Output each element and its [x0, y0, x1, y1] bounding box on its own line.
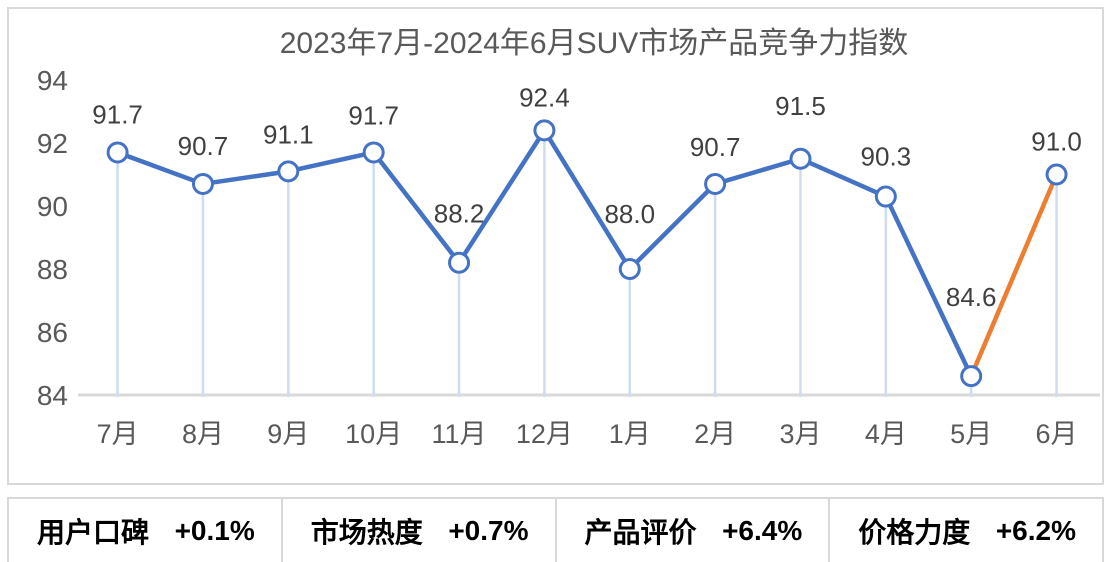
- stat-value: +6.2%: [995, 515, 1076, 546]
- line-segment: [627, 181, 718, 272]
- data-point-marker: [704, 172, 727, 195]
- stat-label: 用户口碑: [37, 517, 150, 548]
- stat-item-product-rating: 产品评价 +6.4%: [554, 499, 829, 562]
- y-axis-tick-label: 88: [37, 254, 68, 285]
- line-segment: [371, 150, 462, 265]
- data-label: 90.7: [690, 132, 741, 162]
- stat-label: 市场热度: [310, 517, 423, 548]
- x-axis-tick-label: 11月: [432, 419, 487, 449]
- stat-label: 价格力度: [858, 517, 971, 548]
- line-segment: [712, 156, 803, 187]
- line-segment: [798, 156, 889, 199]
- y-axis-tick-label: 86: [37, 317, 68, 348]
- x-axis-tick-label: 9月: [267, 419, 309, 449]
- data-label: 90.3: [861, 142, 912, 172]
- data-label: 91.7: [92, 99, 143, 129]
- y-axis-tick-label: 94: [37, 65, 68, 96]
- line-segment: [968, 172, 1059, 379]
- x-axis-tick-label: 4月: [865, 419, 907, 449]
- data-point-marker: [874, 185, 897, 208]
- data-label: 91.1: [263, 119, 314, 149]
- data-label: 91.5: [775, 91, 826, 121]
- data-point-marker: [618, 258, 641, 280]
- stat-item-market-heat: 市场热度 +0.7%: [280, 499, 555, 562]
- line-chart: 84 86 88 90 92 94 7月 8月 9月 10月 11月 12月 1月 2月 3月 4月 5月 6月 9…: [37, 65, 1100, 449]
- y-axis-tick-label: 84: [37, 380, 68, 411]
- data-point-marker: [960, 365, 983, 388]
- x-axis-tick-label: 3月: [779, 419, 821, 449]
- stat-label: 产品评价: [584, 517, 697, 548]
- data-point-marker: [277, 160, 300, 183]
- data-point-marker: [362, 141, 385, 164]
- stat-value: +0.7%: [448, 515, 529, 546]
- x-axis-tick-label: 6月: [1036, 419, 1078, 449]
- stat-value: +0.1%: [174, 515, 255, 546]
- data-point-marker: [106, 141, 129, 164]
- stats-bar: 用户口碑 +0.1% 市场热度 +0.7% 产品评价 +6.4% 价格力度 +6…: [7, 497, 1104, 562]
- x-axis-tick-label: 2月: [694, 419, 736, 449]
- data-point-marker: [789, 147, 812, 170]
- data-point-marker: [448, 251, 471, 274]
- data-point-marker: [533, 119, 556, 142]
- line-segment: [286, 150, 376, 174]
- data-label: 91.7: [348, 100, 399, 130]
- data-label: 84.6: [946, 282, 997, 312]
- line-segment: [115, 150, 206, 187]
- y-axis-tick-label: 92: [37, 128, 68, 159]
- x-axis-tick-label: 8月: [182, 419, 224, 449]
- data-point-marker: [1045, 163, 1068, 186]
- chart-card: 2023年7月-2024年6月SUV市场产品竞争力指数: [7, 7, 1104, 485]
- data-label: 88.0: [604, 199, 655, 229]
- data-point-marker: [191, 172, 214, 195]
- data-label: 90.7: [178, 131, 229, 161]
- line-segment: [542, 128, 633, 272]
- x-axis-tick-label: 10月: [345, 419, 402, 449]
- y-axis-tick-label: 90: [37, 191, 68, 222]
- stat-value: +6.4%: [722, 515, 803, 546]
- data-label: 92.4: [519, 82, 570, 112]
- data-label: 91.0: [1031, 127, 1082, 157]
- x-axis-tick-label: 5月: [950, 419, 992, 449]
- line-segment: [200, 169, 291, 187]
- x-axis-tick-label: 7月: [97, 419, 139, 449]
- line-segment: [883, 194, 974, 379]
- line-segment: [456, 128, 547, 265]
- x-axis-tick-label: 1月: [609, 419, 651, 449]
- chart-title: 2023年7月-2024年6月SUV市场产品竞争力指数: [279, 27, 909, 60]
- stat-item-price-power: 价格力度 +6.2%: [828, 499, 1102, 562]
- x-axis-tick-label: 12月: [516, 419, 573, 449]
- data-label: 88.2: [434, 199, 485, 229]
- stat-item-user-reputation: 用户口碑 +0.1%: [9, 499, 281, 562]
